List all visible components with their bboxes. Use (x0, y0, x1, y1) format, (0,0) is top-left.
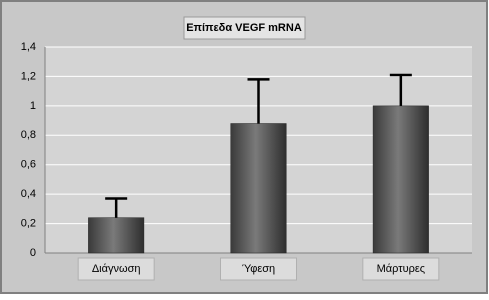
y-tick-label: 1 (30, 100, 36, 112)
y-tick-label: 0,4 (21, 188, 36, 200)
x-tick-label: Μάρτυρες (377, 263, 425, 275)
y-tick-label: 0,2 (21, 217, 36, 229)
bar (372, 105, 429, 254)
y-tick-label: 0 (30, 247, 36, 259)
error-bar (389, 73, 412, 106)
category-box (362, 257, 440, 281)
x-tick-label: Διάγνωση (92, 263, 141, 275)
bar (88, 217, 145, 254)
chart-title: Επίπεδα VEGF mRNA (186, 22, 302, 34)
y-tick-label: 1,2 (21, 70, 36, 82)
y-tick-label: 1,4 (21, 41, 36, 53)
y-tick-label: 0,6 (21, 159, 36, 171)
error-bar (105, 197, 128, 218)
category-box (220, 257, 297, 281)
bar (230, 123, 287, 254)
category-box (77, 257, 155, 281)
y-tick-label: 0,8 (21, 129, 36, 141)
title-box (183, 16, 306, 40)
x-tick-label: Ύφεση (242, 263, 275, 275)
error-bar (247, 78, 270, 124)
